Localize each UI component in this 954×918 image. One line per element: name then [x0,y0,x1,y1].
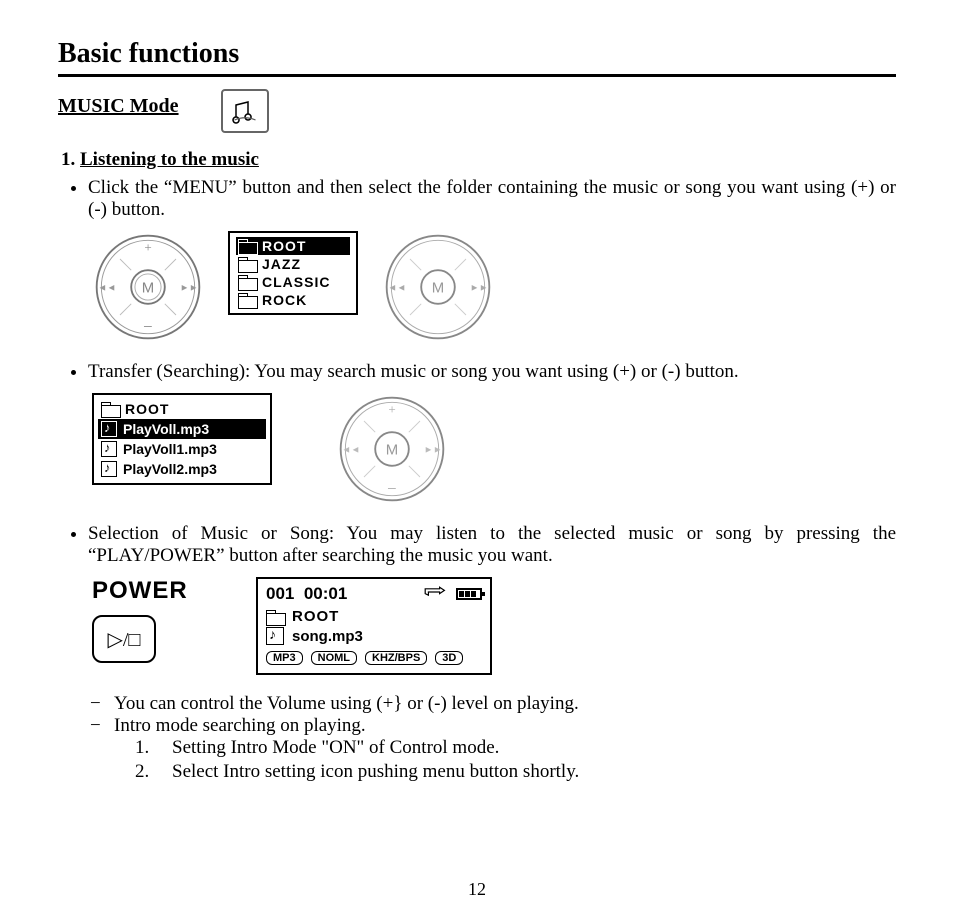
folder-name: JAZZ [262,256,301,272]
repeat-icon [422,584,446,604]
svg-text:−: − [143,317,152,336]
page-title: Basic functions [58,38,896,77]
svg-text:◄◄: ◄◄ [388,284,406,294]
folder-row: CLASSIC [236,273,350,291]
file-row: PlayVoll2.mp3 [98,459,266,479]
section-subtitle: MUSIC Mode [58,95,179,118]
folder-name: CLASSIC [262,274,330,290]
badge: MP3 [266,651,303,665]
svg-text:►►: ►► [470,284,488,294]
folder-list-display: ROOT JAZZ CLASSIC ROCK [228,231,358,315]
note-volume: You can control the Volume using (+} or … [114,693,896,715]
folder-row: ROCK [236,291,350,309]
file-name: PlayVoll2.mp3 [123,461,217,477]
folder-icon [238,293,256,307]
file-folder-name: ROOT [125,401,169,417]
folder-row-selected: ROOT [236,237,350,255]
badge: NOML [311,651,357,665]
music-file-icon [266,627,284,645]
intro-step-1: Setting Intro Mode "ON" of Control mode. [154,737,896,759]
now-playing-file: song.mp3 [292,628,363,645]
music-file-icon [101,421,117,437]
intro-step-2: Select Intro setting icon pushing menu b… [154,761,896,783]
file-list-header: ROOT [98,399,266,419]
folder-name: ROCK [262,292,307,308]
track-time: 00:01 [304,584,347,603]
folder-row: JAZZ [236,255,350,273]
svg-text:−: − [387,479,396,498]
note-intro: Intro mode searching on playing. [114,715,896,737]
control-wheel-icon: M + − ◄◄ ►► [92,231,204,343]
file-row-selected: PlayVoll.mp3 [98,419,266,439]
folder-name: ROOT [262,238,306,254]
track-number-time: 001 00:01 [266,584,347,604]
now-playing-display: 001 00:01 ROOT song.mp3 MP3 NOML KHZ/B [256,577,492,675]
svg-text:►►: ►► [424,446,442,456]
folder-open-icon [238,239,256,253]
folder-icon [238,275,256,289]
badge: KHZ/BPS [365,651,427,665]
svg-text:M: M [142,280,154,297]
battery-icon [456,588,482,600]
control-wheel-icon: M + − ◄◄ ►► [336,393,448,505]
bullet-selection: Selection of Music or Song: You may list… [88,523,896,567]
track-number: 001 [266,584,294,603]
control-wheel-icon: M ◄◄ ►► [382,231,494,343]
svg-text:+: + [144,240,151,255]
now-playing-folder: ROOT [292,608,339,625]
svg-text:►►: ►► [180,284,198,294]
svg-text:◄◄: ◄◄ [98,284,116,294]
music-file-icon [101,441,117,457]
file-list-display: ROOT PlayVoll.mp3 PlayVoll1.mp3 PlayVoll… [92,393,272,485]
svg-text:M: M [386,442,398,459]
svg-text:+: + [388,402,395,417]
play-stop-glyph: ▷/□ [107,627,140,652]
music-file-icon [101,461,117,477]
play-power-button-icon: ▷/□ [92,615,156,663]
badge: 3D [435,651,463,665]
bullet-menu: Click the “MENU” button and then select … [88,177,896,221]
folder-open-icon [266,610,284,624]
page-number: 12 [0,879,954,900]
file-row: PlayVoll1.mp3 [98,439,266,459]
bullet-transfer: Transfer (Searching): You may search mus… [88,361,896,383]
power-label: POWER [92,577,232,605]
step-heading: Listening to the music [80,149,896,171]
folder-open-icon [101,402,119,416]
info-badges: MP3 NOML KHZ/BPS 3D [266,651,482,665]
music-mode-icon [221,89,269,133]
power-illustration: POWER ▷/□ [92,577,232,663]
file-name: PlayVoll.mp3 [123,421,209,437]
svg-text:◄◄: ◄◄ [342,446,360,456]
folder-icon [238,257,256,271]
svg-text:M: M [432,280,444,297]
file-name: PlayVoll1.mp3 [123,441,217,457]
